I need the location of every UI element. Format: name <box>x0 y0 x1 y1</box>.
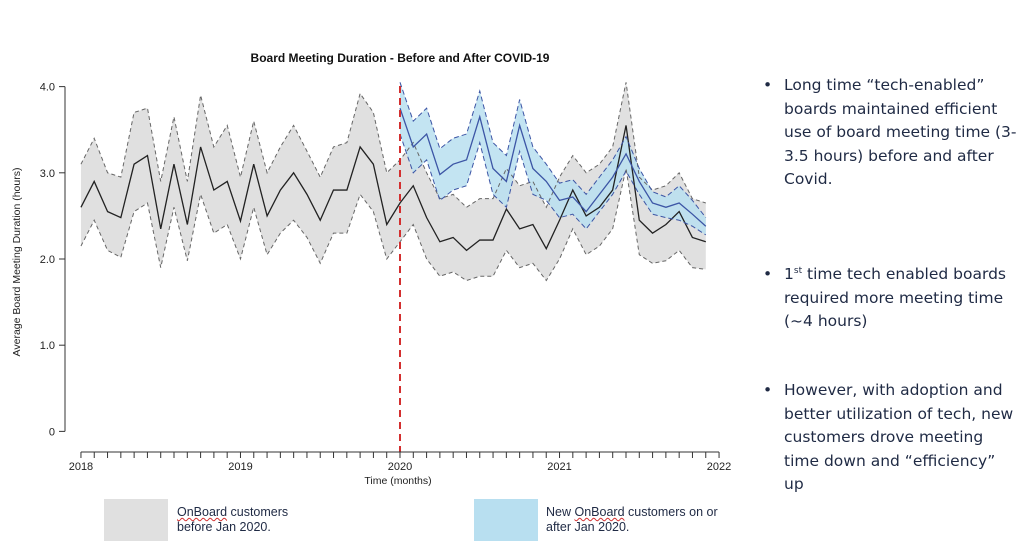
bullet-1-text: Long time “tech-enabled” boards maintain… <box>784 76 1017 188</box>
bullet-2-sup: st <box>793 265 803 276</box>
band-series-2 <box>400 82 706 235</box>
y-axis-label: Average Board Meeting Duration (hours) <box>11 168 23 357</box>
duration-chart: Board Meeting Duration - Before and Afte… <box>11 51 732 487</box>
legend-label-after-2020: New OnBoard customers on or after Jan 20… <box>546 505 718 535</box>
y-tick-label: 4.0 <box>40 82 55 94</box>
y-tick-label: 1.0 <box>40 340 55 352</box>
legend-swatch-before-2020 <box>104 499 168 541</box>
legend-label-before-2020: OnBoard customers before Jan 2020. <box>177 505 288 535</box>
lower-bound-series-2 <box>399 133 707 236</box>
series-lines <box>80 82 707 452</box>
bullet-first-time: 1st time tech enabled boards required mo… <box>760 263 1018 334</box>
x-tick-label: 2018 <box>69 461 93 473</box>
legend-swatch-after-2020 <box>474 499 538 541</box>
bullet-adoption: However, with adoption and better utiliz… <box>760 379 1018 497</box>
x-tick-label: 2022 <box>707 461 731 473</box>
axes <box>59 86 720 458</box>
legend-brand-1: OnBoard <box>177 505 228 519</box>
lower-bound-series-1 <box>80 168 706 282</box>
y-tick-label: 0 <box>49 426 55 438</box>
band-series-1 <box>80 82 706 281</box>
x-tick-label: 2021 <box>547 461 571 473</box>
y-tick-label: 3.0 <box>40 168 55 180</box>
confidence-bands <box>80 82 706 281</box>
legend-line1-rest-2: customers on or <box>624 505 718 519</box>
upper-bound-series-1 <box>80 82 706 209</box>
legend-line2-1: before Jan 2020. <box>177 520 271 534</box>
legend-line1-pre-2: New <box>546 505 575 519</box>
x-axis-label: Time (months) <box>364 475 431 487</box>
bullet-2-pre: 1 <box>784 265 794 283</box>
insight-bullets: Long time “tech-enabled” boards maintain… <box>760 74 1018 493</box>
mean-line-series-2 <box>399 107 707 227</box>
legend-brand-2: OnBoard <box>574 505 625 519</box>
bullet-tech-enabled: Long time “tech-enabled” boards maintain… <box>760 74 1018 192</box>
x-tick-label: 2020 <box>388 461 412 473</box>
upper-bound-series-2 <box>399 82 707 218</box>
legend-line2-2: after Jan 2020. <box>546 520 630 534</box>
mean-line-series-1 <box>80 125 707 252</box>
legend-line1-rest-1: customers <box>227 505 289 519</box>
tick-labels: 0 1.0 2.0 3.0 4.0 2018 2019 2020 2021 2022 <box>40 82 732 473</box>
x-tick-label: 2019 <box>228 461 252 473</box>
chart-title: Board Meeting Duration - Before and Afte… <box>251 51 550 65</box>
bullet-3-text: However, with adoption and better utiliz… <box>784 381 1014 493</box>
y-tick-label: 2.0 <box>40 254 55 266</box>
bullet-2-text: time tech enabled boards required more m… <box>784 265 1006 330</box>
